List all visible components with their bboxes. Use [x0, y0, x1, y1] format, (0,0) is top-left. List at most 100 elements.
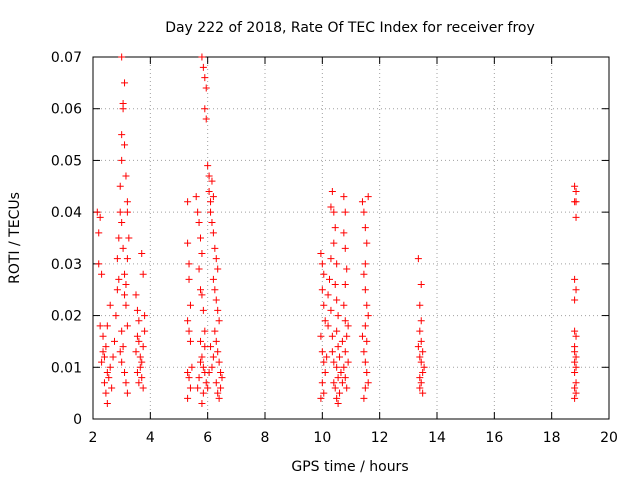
data-point [417, 317, 425, 325]
data-point [420, 363, 428, 371]
data-point [195, 374, 203, 382]
data-point [133, 368, 141, 376]
data-point [122, 379, 130, 387]
data-point [197, 358, 204, 366]
data-point [205, 172, 213, 180]
data-point [118, 218, 126, 226]
data-point [185, 275, 193, 283]
data-point [188, 363, 196, 371]
data-point [136, 353, 144, 361]
data-point [96, 322, 104, 330]
data-point [207, 343, 215, 351]
y-tick-label: 0.06 [51, 102, 82, 118]
data-point [416, 384, 424, 392]
data-point [318, 348, 326, 356]
y-tick-label: 0.07 [51, 50, 82, 66]
data-point [330, 239, 338, 247]
data-point [327, 255, 335, 263]
data-point [341, 244, 349, 252]
data-point [202, 115, 210, 123]
data-point [186, 384, 194, 392]
data-point [133, 332, 141, 340]
data-point [202, 379, 210, 387]
x-tick-label: 6 [203, 430, 212, 446]
data-point [416, 353, 424, 361]
data-point [571, 296, 579, 304]
data-point [363, 337, 371, 345]
axis-ticks [92, 56, 610, 420]
data-point [572, 379, 580, 387]
data-point [341, 374, 349, 382]
data-point [341, 208, 349, 216]
data-point [321, 368, 329, 376]
data-point [201, 105, 209, 113]
data-point [194, 384, 202, 392]
data-point [208, 363, 216, 371]
data-point [135, 337, 143, 345]
data-point [95, 260, 103, 268]
data-point [199, 389, 207, 397]
data-point [186, 301, 194, 309]
data-point [214, 306, 222, 314]
data-point [198, 291, 206, 299]
data-point [118, 131, 126, 139]
data-point [125, 234, 133, 242]
x-tick-label: 14 [428, 430, 446, 446]
data-point [197, 337, 204, 345]
data-point [121, 141, 129, 149]
data-point [192, 193, 200, 201]
data-point [197, 234, 204, 242]
data-point [212, 255, 220, 263]
data-point [416, 374, 424, 382]
data-point [141, 312, 149, 320]
data-point [341, 281, 349, 289]
data-point [361, 358, 369, 366]
data-point [358, 332, 366, 340]
data-point [201, 327, 209, 335]
data-point [185, 260, 193, 268]
data-point [340, 229, 348, 237]
data-point [135, 379, 143, 387]
x-tick-label: 8 [261, 430, 270, 446]
data-point [344, 322, 352, 330]
data-point [118, 53, 126, 61]
data-point [113, 286, 121, 294]
data-point [337, 368, 345, 376]
data-point [93, 208, 101, 216]
data-point [211, 244, 219, 252]
data-point [214, 348, 222, 356]
data-point [364, 379, 372, 387]
data-point [122, 301, 130, 309]
data-point [333, 260, 341, 268]
gridlines [93, 57, 609, 419]
data-point [108, 384, 116, 392]
x-tick-labels: 2 4 6 8 10 12 14 16 18 20 [89, 430, 618, 446]
data-point [121, 368, 129, 376]
data-point [106, 301, 114, 309]
data-point [364, 312, 372, 320]
data-point [571, 198, 579, 206]
data-point [121, 270, 129, 278]
data-point [320, 358, 328, 366]
data-point [341, 317, 349, 325]
data-point [119, 343, 127, 351]
data-point [343, 265, 351, 273]
data-point [118, 156, 126, 164]
data-point [361, 260, 369, 268]
data-point [121, 79, 129, 87]
data-point [211, 327, 219, 335]
data-point [100, 379, 108, 387]
chart-title: Day 222 of 2018, Rate Of TEC Index for r… [165, 20, 535, 36]
data-point [417, 281, 425, 289]
data-point [327, 306, 335, 314]
data-point [122, 172, 130, 180]
data-point [139, 384, 147, 392]
data-point [324, 322, 332, 330]
data-point [361, 322, 369, 330]
data-point [184, 317, 192, 325]
data-point [334, 399, 342, 407]
data-point [417, 337, 425, 345]
data-point [361, 286, 369, 294]
data-point [571, 182, 579, 190]
data-point [118, 358, 126, 366]
